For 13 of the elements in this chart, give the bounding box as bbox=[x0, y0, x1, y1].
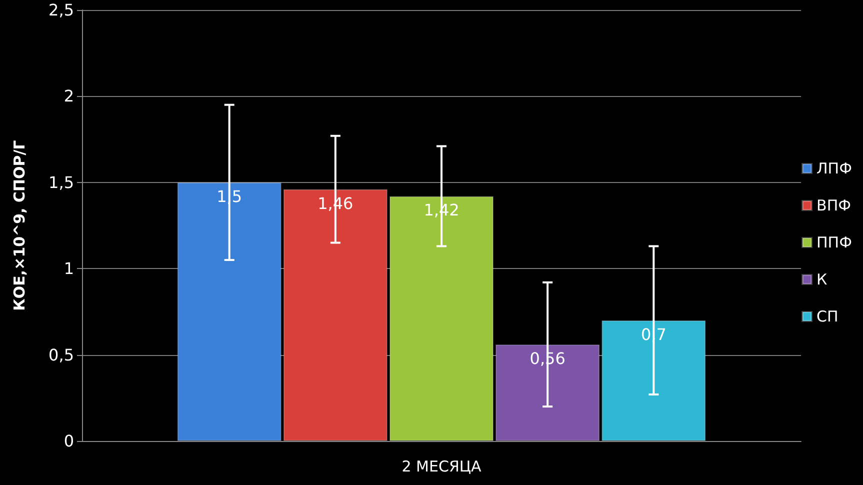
y-axis-title: КОЕ,×10^9, СПОР/Г bbox=[10, 140, 28, 311]
legend-label: ВПФ bbox=[816, 196, 852, 214]
y-tick-label: 1 bbox=[64, 259, 74, 278]
y-tick-label: 2,5 bbox=[48, 0, 74, 20]
legend-label: К bbox=[816, 270, 828, 288]
y-tick-label: 0 bbox=[64, 432, 74, 450]
y-tick-label: 2 bbox=[64, 86, 74, 106]
x-tick-label: 2 МЕСЯЦА bbox=[402, 458, 482, 476]
legend-label: ЛПФ bbox=[816, 160, 852, 178]
legend-label: ППФ bbox=[816, 234, 852, 252]
y-tick-label: 0,5 bbox=[48, 345, 74, 364]
y-tick-label: 1,5 bbox=[48, 172, 74, 192]
legend-label: СП bbox=[816, 308, 838, 326]
